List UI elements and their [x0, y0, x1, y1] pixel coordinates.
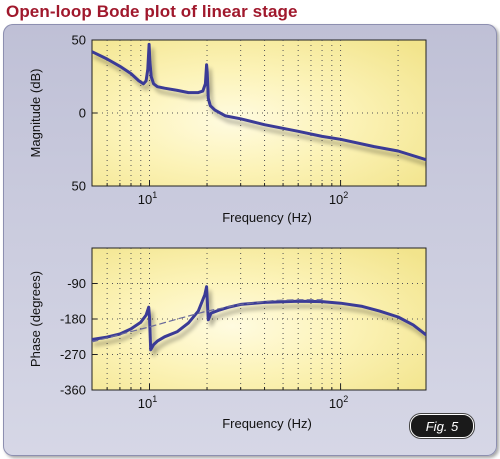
y-tick-label: -90 — [67, 276, 86, 291]
y-tick-label: -270 — [60, 347, 86, 362]
magnitude-plot: 50 0 50 101 102 Frequency (Hz) Magnitude (dB) — [28, 33, 427, 225]
y-tick-label: 0 — [79, 106, 86, 121]
x-tick-label: 101 — [138, 394, 157, 411]
x-axis-label: Frequency (Hz) — [222, 210, 312, 225]
grid — [92, 40, 426, 186]
figure-label-badge: Fig. 5 — [410, 414, 474, 438]
y-tick-label: 50 — [72, 33, 86, 48]
page-title: Open-loop Bode plot of linear stage — [6, 2, 298, 21]
series-line — [92, 42, 426, 162]
y-tick-label: 50 — [72, 179, 86, 194]
y-tick-label: -360 — [60, 383, 86, 398]
y-tick-label: -180 — [60, 312, 86, 327]
x-tick-label: 102 — [329, 394, 348, 411]
x-tick-label: 101 — [138, 190, 157, 207]
y-axis-label: Phase (degrees) — [28, 271, 43, 367]
y-axis-label: Magnitude (dB) — [28, 69, 43, 158]
series-line — [92, 285, 426, 352]
grid — [92, 248, 426, 390]
x-tick-label: 102 — [329, 190, 348, 207]
x-axis-label: Frequency (Hz) — [222, 416, 312, 431]
phase-plot: -90 -180 -270 -360 101 102 Frequency (Hz) Phase… — [28, 247, 427, 431]
asymptote-line — [92, 299, 323, 343]
